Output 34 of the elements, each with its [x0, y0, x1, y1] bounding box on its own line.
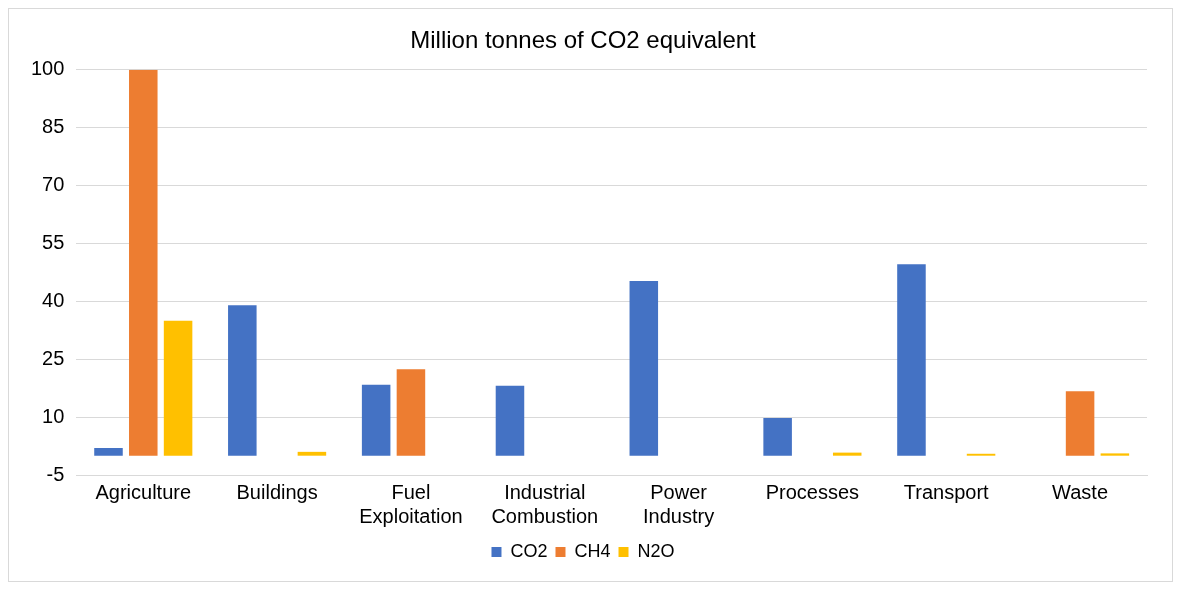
chart-title: Million tonnes of CO2 equivalent — [410, 26, 757, 54]
bar — [763, 417, 792, 456]
x-tick-label: Buildings — [236, 480, 318, 503]
bar — [1100, 453, 1130, 456]
bar — [361, 384, 391, 456]
y-tick-label: 25 — [42, 346, 65, 369]
y-tick-label: 55 — [42, 230, 65, 253]
x-tick-label: Transport — [903, 480, 990, 503]
bar — [94, 447, 123, 456]
y-tick-label: 40 — [42, 288, 65, 311]
x-tick-label: Agriculture — [95, 480, 192, 503]
x-tick-label: Waste — [1052, 480, 1109, 503]
x-tick-label: Power Industry — [643, 480, 715, 527]
y-tick-label: -5 — [46, 462, 65, 485]
bar — [129, 69, 158, 456]
bar — [396, 369, 426, 456]
y-tick-label: 100 — [30, 57, 65, 80]
legend-label: CH4 — [574, 540, 611, 561]
x-tick-label: Processes — [765, 480, 860, 503]
bar — [163, 320, 193, 456]
bar — [897, 264, 926, 456]
x-tick-label: Fuel Exploitation — [359, 480, 463, 527]
legend-label: CO2 — [510, 540, 548, 561]
bar — [1065, 391, 1095, 456]
y-tick-label: 85 — [42, 115, 65, 138]
y-tick-label: 10 — [42, 404, 65, 427]
bar — [495, 385, 525, 456]
y-tick-label: 70 — [42, 173, 65, 196]
bar — [832, 452, 862, 456]
legend-label: N2O — [637, 540, 675, 561]
bar — [228, 305, 257, 456]
bar — [297, 451, 327, 456]
x-tick-label: Industrial Combustion — [491, 480, 599, 527]
bar — [629, 280, 659, 456]
